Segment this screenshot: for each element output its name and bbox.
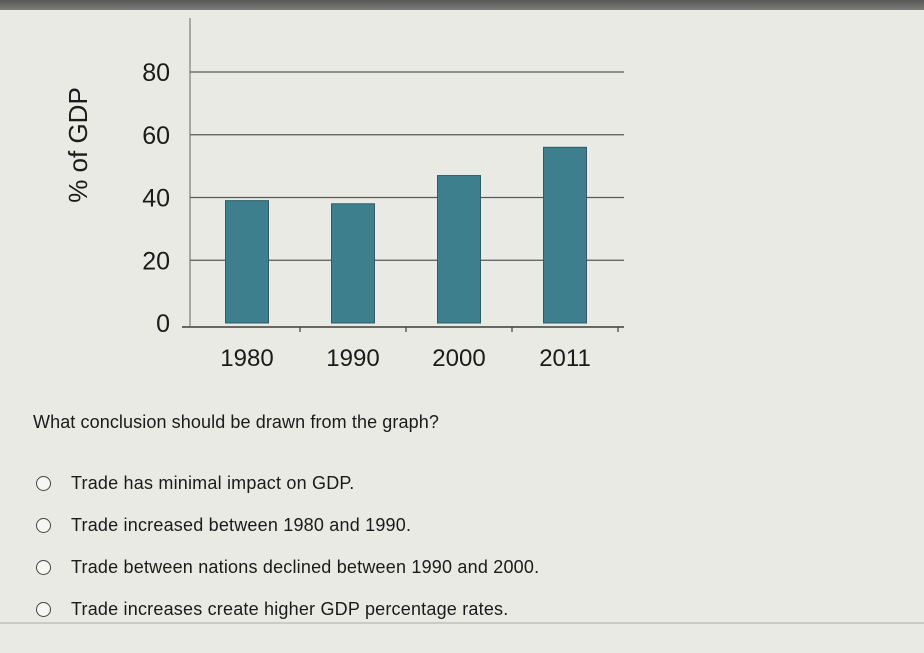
answer-option-label: Trade between nations declined between 1… — [71, 556, 540, 577]
y-tick-label: 20 — [142, 247, 170, 275]
answer-option-2[interactable]: Trade increased between 1980 and 1990. — [36, 504, 539, 546]
page-background — [0, 10, 924, 653]
answer-option-label: Trade has minimal impact on GDP. — [71, 472, 355, 493]
bar-1980 — [225, 200, 269, 324]
bar-chart: 0 20 40 60 80 1980 1990 2000 2011 % of GDP — [63, 18, 624, 372]
x-tick-label: 1990 — [326, 345, 379, 372]
bars — [225, 146, 587, 324]
tick-labels: 0 20 40 60 80 1980 1990 2000 2011 — [142, 59, 591, 372]
y-axis-title: % of GDP — [63, 87, 93, 203]
x-tick-label: 2000 — [432, 345, 485, 372]
y-tick-label: 60 — [142, 122, 170, 150]
answer-option-3[interactable]: Trade between nations declined between 1… — [36, 546, 539, 588]
axes — [182, 18, 624, 332]
answer-option-label: Trade increases create higher GDP percen… — [71, 598, 509, 619]
bar-2011 — [543, 146, 587, 324]
answer-option-4[interactable]: Trade increases create higher GDP percen… — [36, 588, 539, 630]
bottom-divider — [0, 622, 924, 624]
answer-options: Trade has minimal impact on GDP. Trade i… — [36, 462, 539, 630]
radio-button[interactable] — [36, 475, 51, 491]
x-tick-label: 1980 — [220, 345, 273, 372]
radio-button[interactable] — [36, 517, 51, 533]
y-tick-label: 40 — [142, 185, 170, 213]
radio-button[interactable] — [36, 559, 51, 575]
answer-option-1[interactable]: Trade has minimal impact on GDP. — [36, 462, 539, 504]
bar-1990 — [331, 203, 375, 324]
radio-button[interactable] — [36, 601, 51, 617]
y-tick-label: 80 — [142, 59, 170, 87]
x-tick-label: 2011 — [539, 345, 591, 372]
question-text: What conclusion should be drawn from the… — [33, 412, 439, 432]
bar-2000 — [437, 175, 481, 324]
y-tick-label: 0 — [156, 310, 170, 338]
answer-option-label: Trade increased between 1980 and 1990. — [71, 514, 412, 535]
